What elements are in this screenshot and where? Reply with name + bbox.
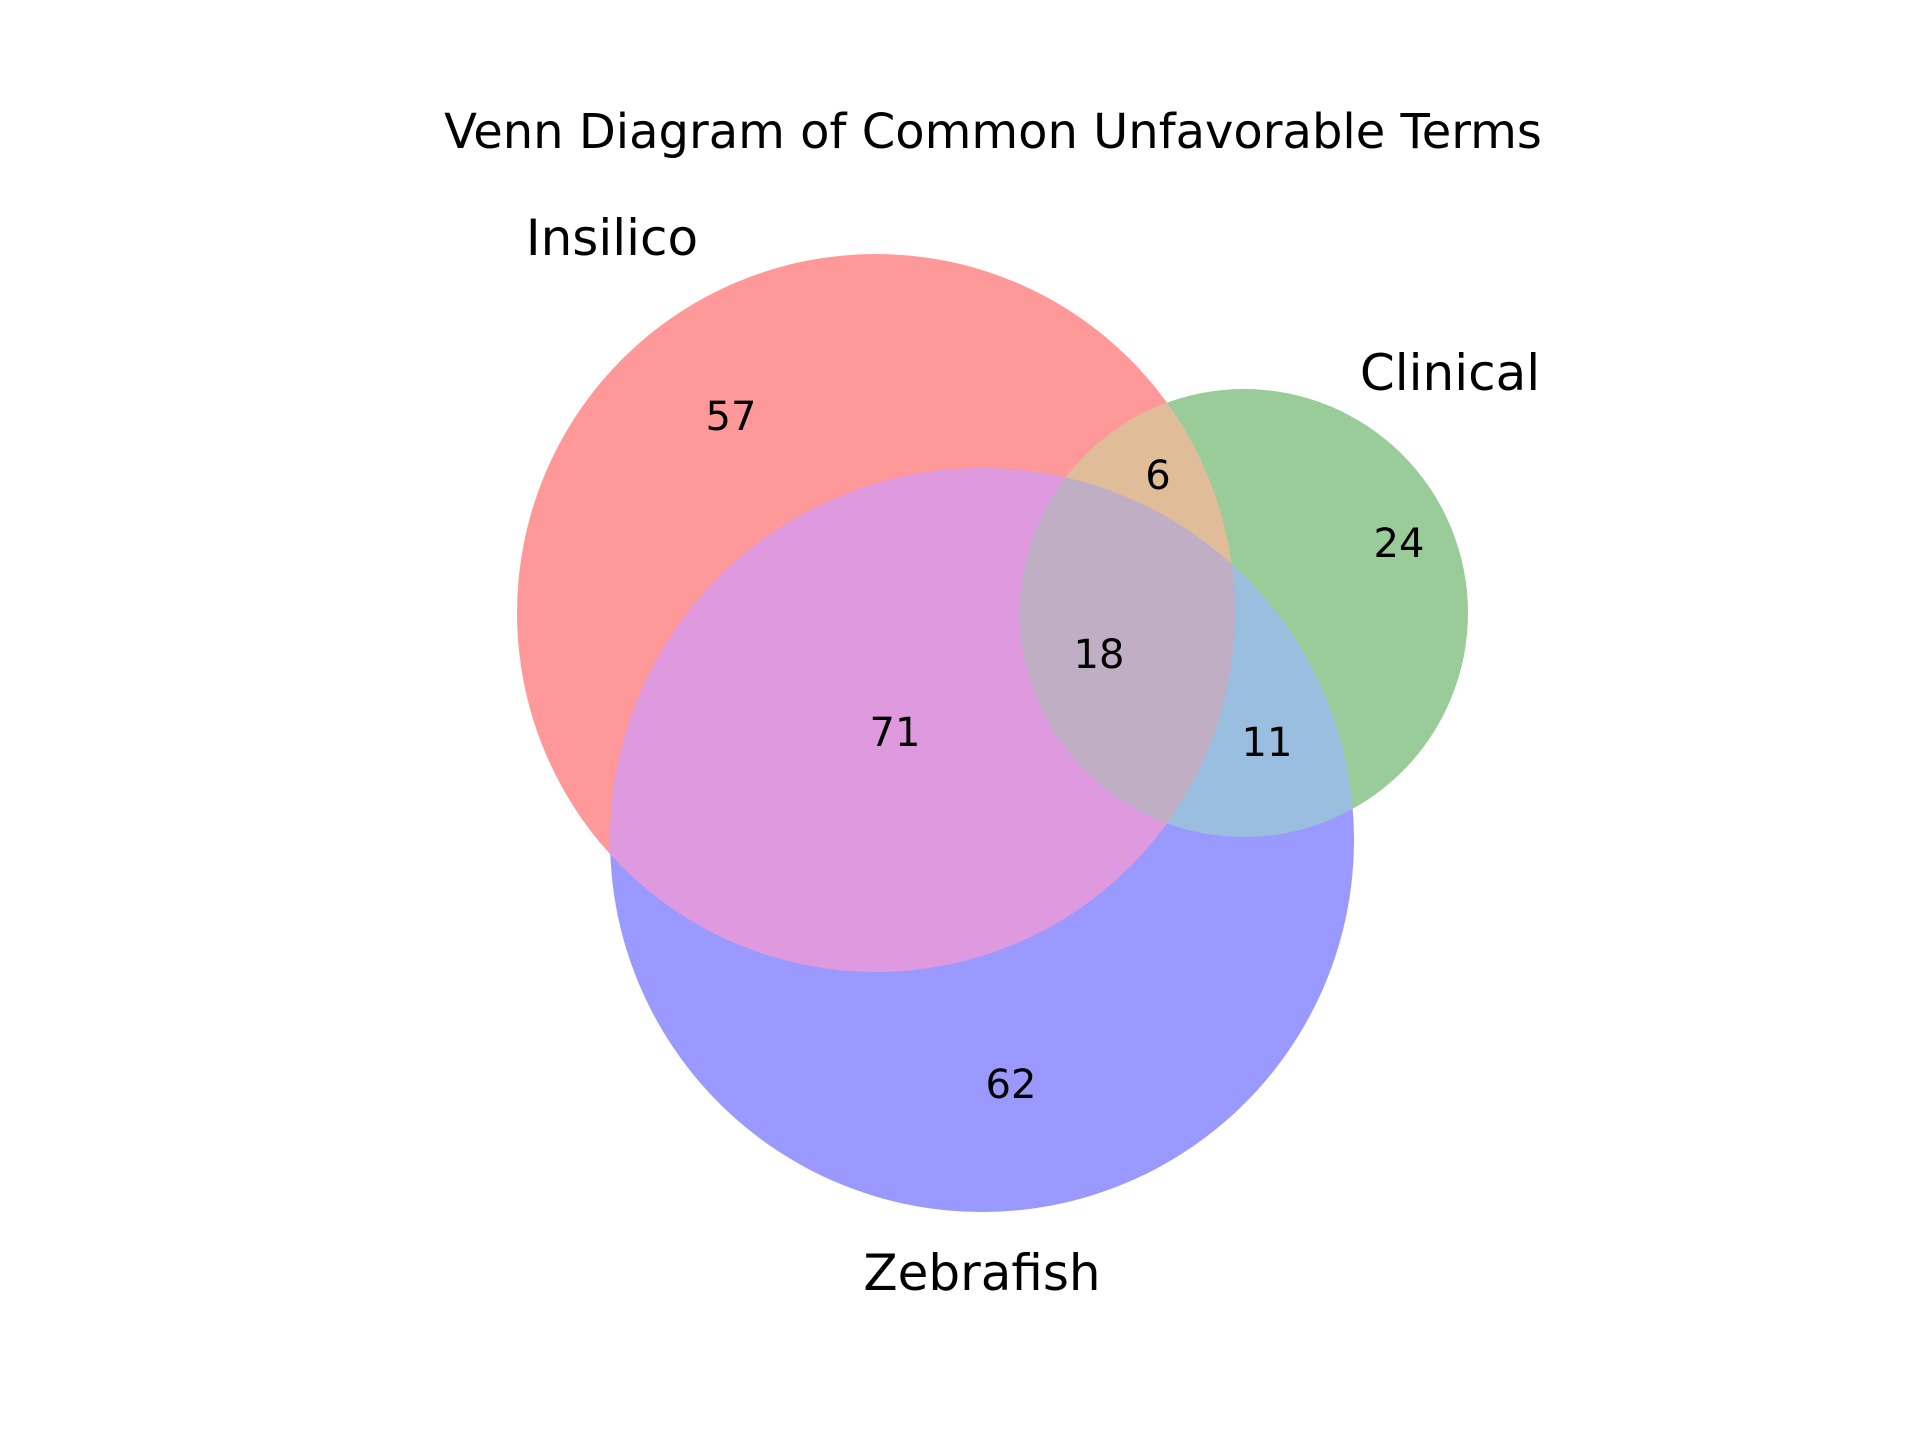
region-all-three <box>1020 468 1235 837</box>
count-insilico-only: 57 <box>706 394 757 440</box>
count-clinical-zebrafish: 11 <box>1242 720 1293 766</box>
diagram-title: Venn Diagram of Common Unfavorable Terms <box>444 104 1542 160</box>
set-label-zebrafish: Zebrafish <box>863 1244 1100 1302</box>
count-insilico-zebrafish: 71 <box>870 710 921 756</box>
set-label-clinical: Clinical <box>1360 344 1540 402</box>
count-zebrafish-only: 62 <box>986 1062 1037 1108</box>
set-label-insilico: Insilico <box>526 209 698 267</box>
count-insilico-clinical: 6 <box>1145 453 1170 499</box>
count-all-three: 18 <box>1074 632 1125 678</box>
count-clinical-only: 24 <box>1374 521 1425 567</box>
